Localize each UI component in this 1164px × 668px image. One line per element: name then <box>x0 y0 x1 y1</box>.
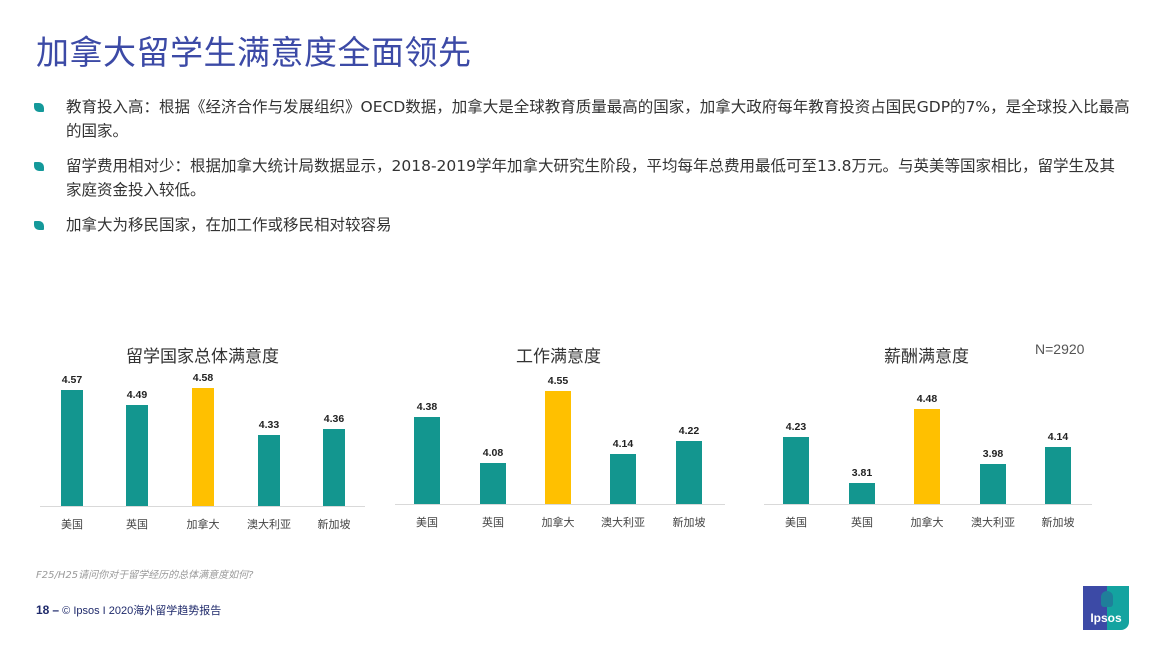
bullet-list: 教育投入高：根据《经济合作与发展组织》OECD数据，加拿大是全球教育质量最高的国… <box>30 95 1130 248</box>
category-label: 新加坡 <box>672 516 706 529</box>
footer-text: © Ipsos I 2020海外留学趋势报告 <box>62 605 222 617</box>
category-label: 新加坡 <box>317 518 351 531</box>
bar <box>1045 447 1071 504</box>
chart-title-salary: 薪酬满意度 <box>884 347 969 367</box>
bullet-text: 留学费用相对少：根据加拿大统计局数据显示，2018-2019学年加拿大研究生阶段… <box>66 157 1116 199</box>
footnote: F25/H25请问你对于留学经历的总体满意度如何? <box>36 570 254 581</box>
category-label: 新加坡 <box>1041 516 1075 529</box>
bar-value-label: 4.48 <box>916 393 938 405</box>
bar <box>914 409 940 504</box>
chart-axis <box>395 504 725 505</box>
bar-value-label: 4.22 <box>678 425 700 437</box>
sample-size-label: N=2920 <box>1035 341 1085 357</box>
category-label: 加拿大 <box>910 516 944 529</box>
chart-axis <box>764 504 1092 505</box>
bar <box>258 435 280 506</box>
bullet-icon <box>34 221 44 230</box>
bar <box>849 483 875 504</box>
bar <box>783 437 809 504</box>
bar-value-label: 4.57 <box>61 374 83 386</box>
bar <box>676 441 702 504</box>
bar <box>192 388 214 506</box>
bar-value-label: 4.36 <box>323 413 345 425</box>
category-label: 美国 <box>785 516 807 529</box>
category-label: 加拿大 <box>541 516 575 529</box>
bar-value-label: 4.38 <box>416 401 438 413</box>
page-dash: – <box>52 603 60 617</box>
ipsos-logo: Ipsos <box>1083 586 1129 630</box>
bar-value-label: 4.14 <box>612 438 634 450</box>
bar <box>323 429 345 506</box>
bullet-text: 教育投入高：根据《经济合作与发展组织》OECD数据，加拿大是全球教育质量最高的国… <box>66 98 1130 140</box>
bar <box>480 463 506 504</box>
bullet-item: 留学费用相对少：根据加拿大统计局数据显示，2018-2019学年加拿大研究生阶段… <box>30 154 1130 202</box>
bar-value-label: 4.08 <box>482 447 504 459</box>
category-label: 英国 <box>851 516 873 529</box>
bullet-item: 加拿大为移民国家，在加工作或移民相对较容易 <box>30 213 1130 237</box>
bullet-icon <box>34 162 44 171</box>
bar-value-label: 4.58 <box>192 372 214 384</box>
page-title: 加拿大留学生满意度全面领先 <box>36 33 472 72</box>
bar-value-label: 4.49 <box>126 389 148 401</box>
category-label: 美国 <box>61 518 83 531</box>
bar <box>545 391 571 504</box>
category-label: 英国 <box>126 518 148 531</box>
bullet-icon <box>34 103 44 112</box>
bar <box>61 390 83 506</box>
bar <box>126 405 148 506</box>
bar-value-label: 4.14 <box>1047 431 1069 443</box>
category-label: 澳大利亚 <box>601 516 645 529</box>
chart-title-overall: 留学国家总体满意度 <box>126 347 279 367</box>
bar <box>610 454 636 504</box>
footer: 18 – © Ipsos I 2020海外留学趋势报告 <box>36 602 221 618</box>
category-label: 加拿大 <box>186 518 220 531</box>
chart-title-work: 工作满意度 <box>516 347 601 367</box>
category-label: 美国 <box>416 516 438 529</box>
bar <box>980 464 1006 504</box>
category-label: 英国 <box>482 516 504 529</box>
logo-text: Ipsos <box>1090 611 1122 625</box>
logo-head-icon <box>1101 591 1113 607</box>
bar-value-label: 4.55 <box>547 375 569 387</box>
chart-axis <box>40 506 365 507</box>
page-number: 18 <box>36 603 50 617</box>
bar-value-label: 3.98 <box>982 448 1004 460</box>
bar-value-label: 3.81 <box>851 467 873 479</box>
bar <box>414 417 440 504</box>
category-label: 澳大利亚 <box>247 518 291 531</box>
category-label: 澳大利亚 <box>971 516 1015 529</box>
bar-value-label: 4.33 <box>258 419 280 431</box>
bullet-text: 加拿大为移民国家，在加工作或移民相对较容易 <box>66 216 392 234</box>
bullet-item: 教育投入高：根据《经济合作与发展组织》OECD数据，加拿大是全球教育质量最高的国… <box>30 95 1130 143</box>
bar-value-label: 4.23 <box>785 421 807 433</box>
